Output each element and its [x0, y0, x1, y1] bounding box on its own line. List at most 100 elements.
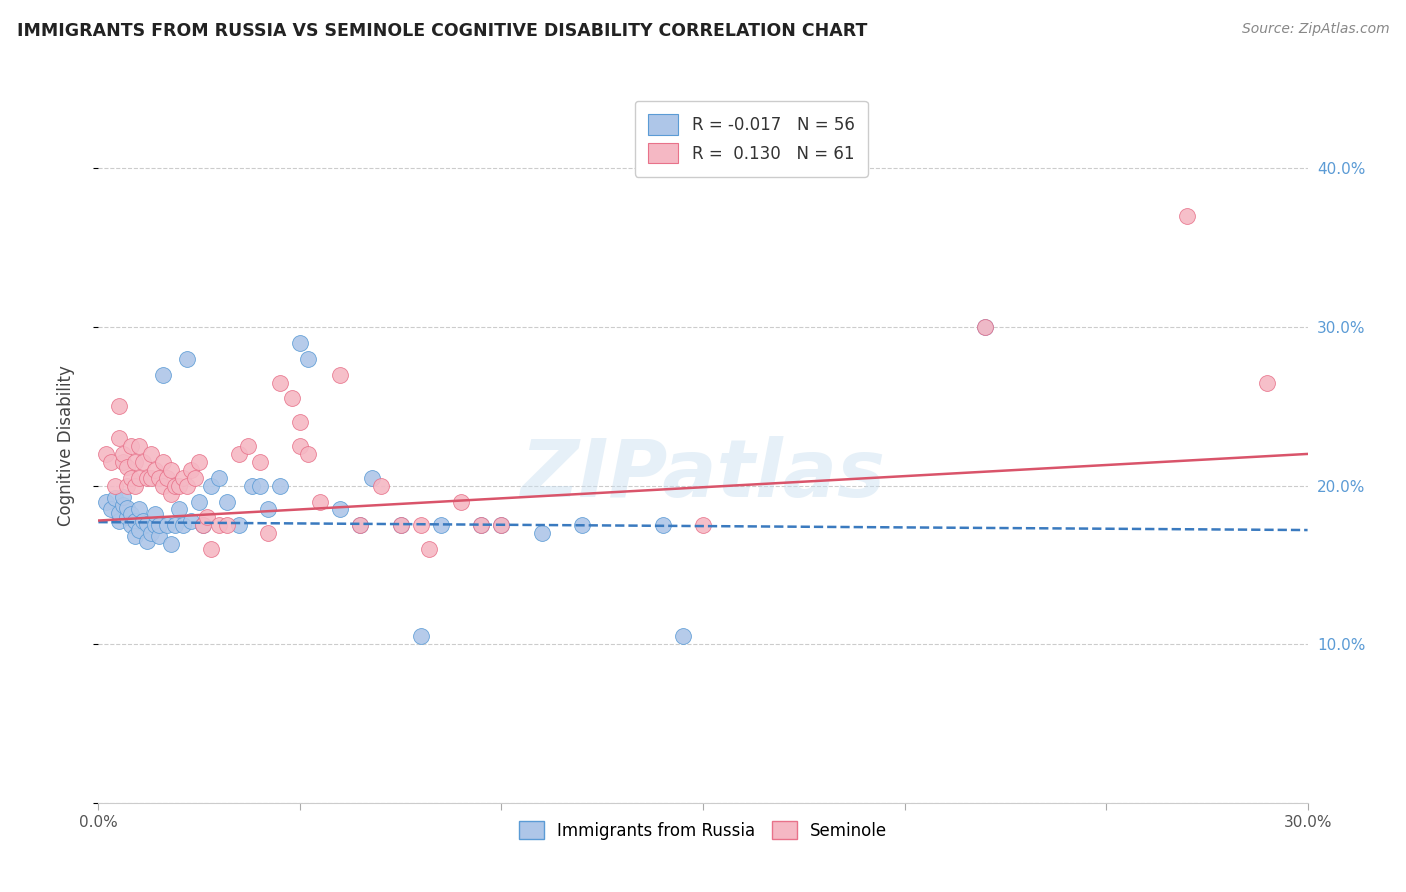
Point [208, 471, 231, 485]
Point [389, 518, 412, 533]
Point [115, 500, 138, 515]
Point [269, 376, 291, 390]
Point [111, 490, 134, 504]
Point [111, 498, 134, 512]
Point [651, 518, 673, 533]
Point [156, 518, 179, 533]
Point [571, 518, 593, 533]
Point [256, 526, 278, 541]
Y-axis label: Cognitive Disability: Cognitive Disability [56, 366, 75, 526]
Point [530, 526, 553, 541]
Text: Source: ZipAtlas.com: Source: ZipAtlas.com [1241, 22, 1389, 37]
Point [167, 502, 190, 516]
Point [107, 431, 129, 445]
Point [148, 518, 170, 533]
Point [160, 463, 183, 477]
Point [193, 518, 215, 533]
Point [107, 506, 129, 520]
Point [288, 335, 311, 350]
Point [124, 529, 146, 543]
Point [208, 518, 231, 533]
Point [124, 478, 146, 492]
Point [139, 447, 162, 461]
Point [228, 518, 250, 533]
Point [418, 542, 440, 557]
Point [228, 447, 250, 461]
Text: ZIPatlas: ZIPatlas [520, 435, 886, 514]
Point [281, 392, 304, 406]
Point [269, 478, 291, 492]
Point [128, 471, 150, 485]
Point [143, 518, 166, 533]
Point [124, 514, 146, 528]
Point [236, 439, 259, 453]
Point [288, 415, 311, 429]
Point [370, 478, 392, 492]
Point [160, 486, 183, 500]
Point [1175, 209, 1198, 223]
Point [288, 439, 311, 453]
Point [100, 455, 122, 469]
Legend: Immigrants from Russia, Seminole: Immigrants from Russia, Seminole [510, 814, 896, 848]
Point [132, 455, 155, 469]
Point [163, 478, 186, 492]
Point [297, 447, 319, 461]
Point [139, 526, 162, 541]
Point [135, 471, 157, 485]
Point [152, 455, 174, 469]
Point [132, 514, 155, 528]
Point [188, 494, 211, 508]
Point [409, 629, 432, 643]
Point [329, 502, 352, 516]
Point [450, 494, 472, 508]
Point [409, 518, 432, 533]
Point [120, 471, 142, 485]
Point [139, 471, 162, 485]
Point [240, 478, 263, 492]
Point [692, 518, 714, 533]
Point [115, 459, 138, 474]
Point [329, 368, 352, 382]
Point [128, 439, 150, 453]
Point [111, 447, 134, 461]
Point [184, 471, 207, 485]
Point [309, 494, 332, 508]
Point [124, 455, 146, 469]
Point [111, 455, 134, 469]
Point [135, 534, 157, 549]
Point [152, 478, 174, 492]
Point [143, 507, 166, 521]
Point [172, 471, 194, 485]
Point [491, 518, 513, 533]
Point [115, 478, 138, 492]
Point [143, 463, 166, 477]
Point [107, 400, 129, 414]
Point [256, 502, 278, 516]
Point [217, 494, 239, 508]
Point [188, 455, 211, 469]
Point [249, 478, 271, 492]
Point [107, 514, 129, 528]
Point [120, 507, 142, 521]
Point [103, 478, 125, 492]
Point [176, 478, 198, 492]
Point [180, 463, 202, 477]
Text: IMMIGRANTS FROM RUSSIA VS SEMINOLE COGNITIVE DISABILITY CORRELATION CHART: IMMIGRANTS FROM RUSSIA VS SEMINOLE COGNI… [17, 22, 868, 40]
Point [172, 518, 194, 533]
Point [349, 518, 371, 533]
Point [1256, 376, 1278, 390]
Point [96, 447, 118, 461]
Point [974, 320, 997, 334]
Point [120, 518, 142, 533]
Point [470, 518, 492, 533]
Point [148, 471, 170, 485]
Point [672, 629, 695, 643]
Point [470, 518, 492, 533]
Point [148, 529, 170, 543]
Point [128, 502, 150, 516]
Point [103, 491, 125, 506]
Point [120, 439, 142, 453]
Point [180, 514, 202, 528]
Point [135, 516, 157, 531]
Point [195, 510, 218, 524]
